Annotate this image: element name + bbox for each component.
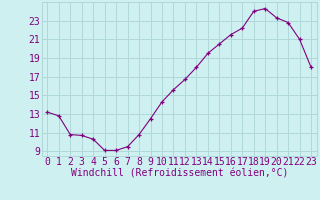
X-axis label: Windchill (Refroidissement éolien,°C): Windchill (Refroidissement éolien,°C) [70,169,288,179]
